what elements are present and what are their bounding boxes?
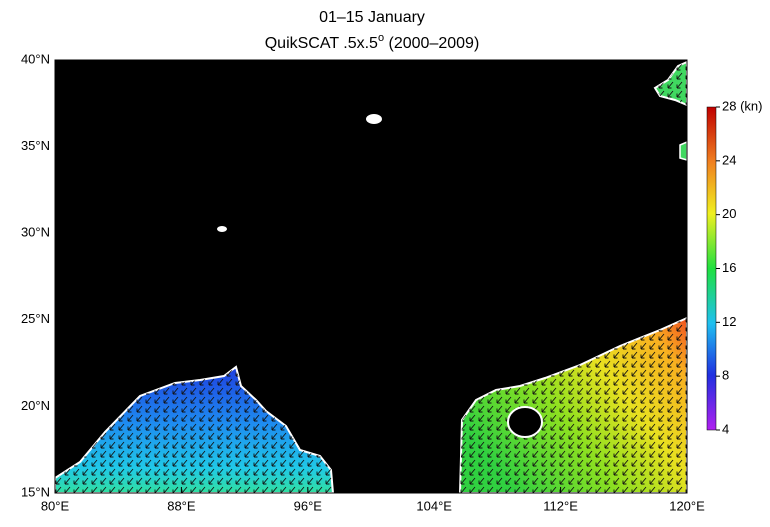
colorbar-tick-label: 20 <box>722 206 736 221</box>
yellow-sea-patch <box>653 60 688 161</box>
x-tick-label: 120°E <box>669 498 705 513</box>
subtitle-main: QuikSCAT .5x.5 <box>265 35 378 52</box>
subtitle-sup: o <box>378 32 384 44</box>
x-tick-label: 96°E <box>294 498 323 513</box>
y-tick-label: 40°N <box>21 51 50 66</box>
south-china-sea <box>458 316 688 494</box>
x-tick-label: 104°E <box>416 498 452 513</box>
y-tick-label: 25°N <box>21 311 50 326</box>
y-tick-label: 35°N <box>21 138 50 153</box>
colorbar-tick-label: 24 <box>722 152 736 167</box>
colorbar-tick-label: 16 <box>722 260 736 275</box>
x-tick-label: 80°E <box>41 498 70 513</box>
map-title: 01–15 January <box>319 9 425 26</box>
x-tick-label: 88°E <box>167 498 196 513</box>
x-tick-label: 112°E <box>543 498 578 513</box>
lake <box>217 226 227 232</box>
colorbar <box>706 106 717 431</box>
lake <box>366 114 382 124</box>
subtitle-tail: (2000–2009) <box>384 35 479 52</box>
colorbar-tick-label: 8 <box>722 368 729 383</box>
y-tick-label: 20°N <box>21 398 50 413</box>
bay-of-bengal <box>54 365 335 494</box>
colorbar-tick-label: 4 <box>722 421 729 436</box>
map-subtitle: QuikSCAT .5x.5o (2000–2009) <box>265 32 480 52</box>
colorbar-tick-label: 12 <box>722 314 736 329</box>
hainan-island <box>507 406 543 438</box>
y-tick-label: 30°N <box>21 225 50 240</box>
axes: 80°E 88°E 96°E 104°E 112°E 120°E 15°N 20°N 25°N 3… <box>21 51 763 513</box>
y-tick-label: 15°N <box>21 484 50 499</box>
colorbar-tick-label: 28 (kn) <box>722 98 762 113</box>
map-frame <box>54 59 688 494</box>
